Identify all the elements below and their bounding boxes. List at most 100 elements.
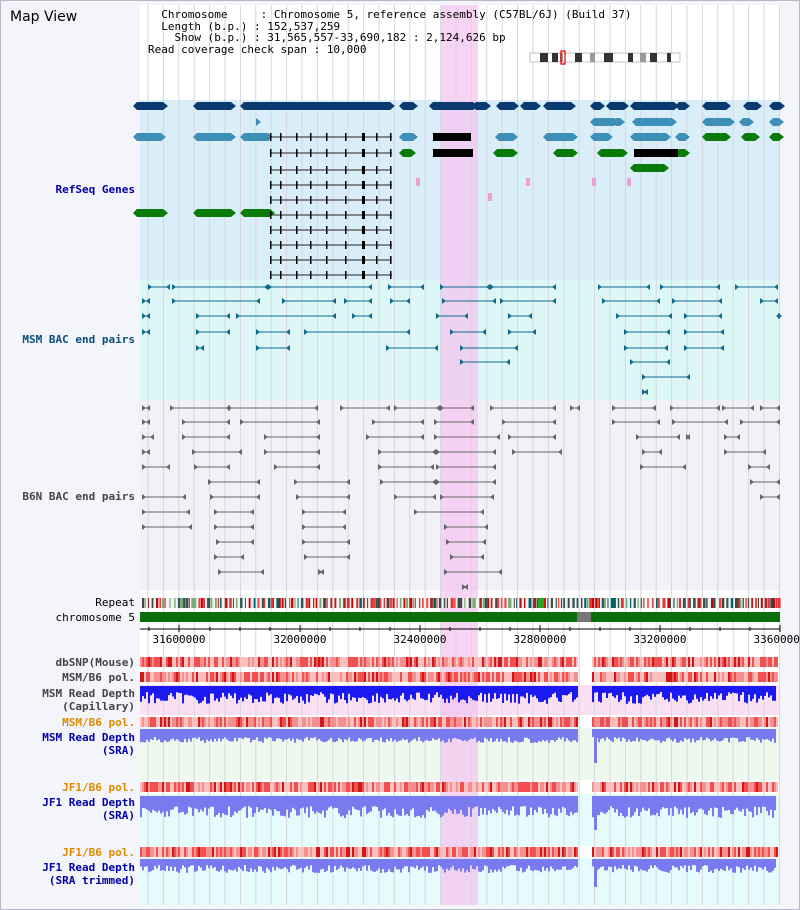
msm-b6-pol-cell: [306, 672, 308, 682]
msm-b6-pol-sra-cell: [610, 717, 612, 727]
jf1-b6-pol-cell: [218, 782, 220, 792]
msm-cap-depth-bar: [246, 686, 248, 700]
jf1-sra-depth-bar: [684, 796, 686, 808]
dbsnp-cell: [474, 657, 476, 667]
jf1-b6-pol-trim-cell: [298, 847, 300, 857]
track-label-b6n-bac[interactable]: B6N BAC end pairs: [22, 490, 135, 503]
jf1-b6-pol-cell: [320, 782, 322, 792]
msm-sra-depth-bar: [650, 729, 652, 739]
dbsnp-cell: [736, 657, 738, 667]
bac-end-marker: [240, 419, 244, 425]
exon-tick: [362, 166, 365, 174]
bac-end-marker: [146, 329, 150, 335]
jf1-trim-depth-bar: [364, 859, 366, 866]
jf1-trim-depth-bar: [566, 859, 568, 871]
dbsnp-cell: [296, 657, 298, 667]
msm-b6-pol-sra-cell: [280, 717, 282, 727]
track-label-jf1-b6-pol[interactable]: JF1/B6 pol.: [62, 781, 135, 794]
repeat-element: [323, 598, 326, 608]
msm-b6-pol-cell: [462, 672, 464, 682]
msm-sra-depth-bar: [450, 729, 452, 743]
repeat-element: [500, 598, 503, 608]
jf1-b6-pol-trim-cell: [514, 847, 516, 857]
msm-b6-pol-cell: [606, 672, 608, 682]
jf1-sra-depth-bar: [280, 796, 282, 816]
msm-b6-pol-cell: [410, 672, 412, 682]
dbsnp-cell: [594, 657, 596, 667]
jf1-b6-pol-trim-cell: [412, 847, 414, 857]
track-label-msm-read-depth-capillary[interactable]: MSM Read Depth (Capillary): [42, 687, 135, 713]
jf1-b6-pol-cell: [698, 782, 700, 792]
jf1-b6-pol-trim-cell: [144, 847, 146, 857]
jf1-b6-pol-cell: [494, 782, 496, 792]
dbsnp-cell: [194, 657, 196, 667]
msm-sra-depth-bar: [494, 729, 496, 742]
jf1-sra-depth-bar: [416, 796, 418, 817]
track-label-refseq[interactable]: RefSeq Genes: [55, 183, 135, 196]
track-label-msm-b6-pol[interactable]: MSM/B6 pol.: [62, 671, 135, 684]
msm-cap-depth-bar: [176, 686, 178, 693]
dbsnp-cell: [272, 657, 274, 667]
bac-end-marker: [490, 494, 494, 500]
track-label-jf1-b6-pol-2[interactable]: JF1/B6 pol.: [62, 846, 135, 859]
jf1-b6-pol-cell: [478, 782, 480, 792]
jf1-sra-depth-bar: [440, 796, 442, 818]
jf1-b6-pol-cell: [540, 782, 542, 792]
track-label-msm-b6-pol-sra[interactable]: MSM/B6 pol.: [62, 716, 135, 729]
track-label-dbsnp[interactable]: dbSNP(Mouse): [55, 656, 135, 669]
jf1-sra-depth-bar: [656, 796, 658, 813]
msm-sra-depth-bar: [238, 729, 240, 738]
msm-b6-pol-sra-cell: [612, 717, 614, 727]
dbsnp-cell: [616, 657, 618, 667]
msm-cap-depth-bar: [380, 686, 382, 697]
jf1-sra-depth-bar: [764, 796, 766, 807]
dbsnp-cell: [176, 657, 178, 667]
dbsnp-cell: [200, 657, 202, 667]
jf1-b6-pol-trim-cell: [438, 847, 440, 857]
dbsnp-cell: [452, 657, 454, 667]
jf1-sra-depth-bar: [410, 796, 412, 811]
msm-b6-pol-sra-cell: [644, 717, 646, 727]
exon-tick: [390, 133, 392, 141]
gene-arrow: [193, 102, 197, 110]
jf1-trim-depth-bar: [334, 859, 336, 866]
dbsnp-cell: [676, 657, 678, 667]
jf1-b6-pol-cell: [490, 782, 492, 792]
dbsnp-cell: [338, 657, 340, 667]
exon-tick: [310, 211, 312, 219]
jf1-sra-depth-bar: [150, 796, 152, 813]
msm-b6-pol-cell: [502, 672, 504, 682]
jf1-trim-depth-bar: [546, 859, 548, 869]
msm-b6-pol-cell: [146, 672, 148, 682]
track-label-jf1-read-depth-trimmed[interactable]: JF1 Read Depth (SRA trimmed): [42, 861, 135, 887]
msm-sra-depth-bar: [472, 729, 474, 739]
dbsnp-cell: [688, 657, 690, 667]
msm-sra-depth-bar: [214, 729, 216, 739]
jf1-sra-depth-bar: [186, 796, 188, 814]
msm-cap-depth-bar: [608, 686, 610, 694]
msm-sra-depth-bar: [350, 729, 352, 742]
gene-arrow: [675, 102, 679, 110]
jf1-sra-depth-bar: [190, 796, 192, 808]
jf1-b6-pol-cell: [648, 782, 650, 792]
gene-arrow: [231, 102, 236, 110]
track-label-msm-read-depth-sra[interactable]: MSM Read Depth (SRA): [42, 731, 135, 757]
track-label-jf1-read-depth-sra[interactable]: JF1 Read Depth (SRA): [42, 796, 135, 822]
refseq-gene: [773, 118, 779, 126]
jf1-sra-depth-bar: [740, 796, 742, 812]
jf1-b6-pol-cell: [348, 782, 350, 792]
refseq-gene: [197, 209, 231, 217]
dbsnp-cell: [216, 657, 218, 667]
msm-b6-pol-sra-cell: [406, 717, 408, 727]
jf1-b6-pol-cell: [720, 782, 722, 792]
track-label-msm-bac[interactable]: MSM BAC end pairs: [22, 333, 135, 346]
msm-b6-pol-sra-cell: [386, 717, 388, 727]
msm-b6-pol-cell: [236, 672, 238, 682]
dbsnp-cell: [172, 657, 174, 667]
bac-end-marker: [774, 298, 778, 304]
bac-end-marker: [286, 345, 290, 351]
msm-b6-pol-cell: [320, 672, 322, 682]
jf1-trim-depth-bar: [190, 859, 192, 866]
exon-tick: [345, 166, 347, 174]
